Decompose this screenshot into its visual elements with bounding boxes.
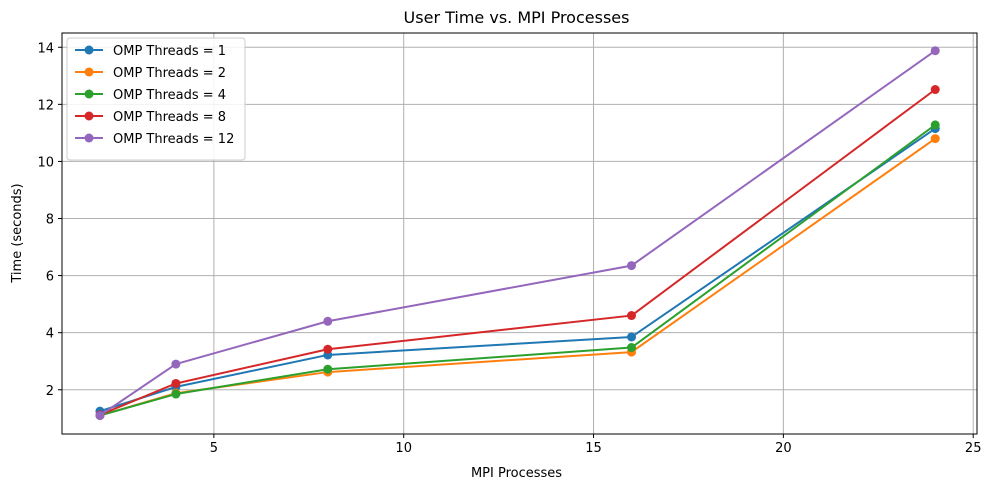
legend-item: OMP Threads = 1: [75, 44, 226, 59]
data-point: [323, 344, 333, 354]
x-tick-label: 25: [965, 441, 982, 456]
data-point: [930, 46, 940, 56]
legend-marker: [84, 111, 94, 121]
legend: OMP Threads = 1 OMP Threads = 2 OMP Thread…: [66, 37, 246, 161]
data-point: [323, 316, 333, 326]
data-point: [627, 261, 637, 271]
data-point: [627, 343, 637, 353]
series-group: [95, 46, 940, 420]
x-tick-label: 10: [395, 441, 412, 456]
legend-item: OMP Threads = 2: [75, 66, 226, 81]
legend-marker: [84, 89, 94, 99]
y-tick-label: 4: [46, 327, 54, 342]
y-tick-label: 6: [46, 270, 54, 285]
y-tick-label: 10: [37, 155, 54, 170]
y-tick-label: 12: [37, 98, 54, 113]
legend-label: OMP Threads = 1: [113, 44, 226, 59]
data-point: [171, 378, 181, 388]
chart-title: User Time vs. MPI Processes: [404, 8, 630, 27]
legend-label: OMP Threads = 12: [113, 132, 234, 147]
legend-label: OMP Threads = 4: [113, 88, 226, 103]
legend-label: OMP Threads = 8: [113, 110, 226, 125]
x-tick-label: 15: [585, 441, 602, 456]
data-point: [930, 134, 940, 144]
legend-marker: [84, 45, 94, 55]
y-axis-label: Time (seconds): [10, 183, 25, 283]
x-tick-label: 20: [775, 441, 792, 456]
series-5: [95, 46, 940, 420]
data-point: [930, 85, 940, 95]
data-point: [171, 359, 181, 369]
legend-item: OMP Threads = 4: [75, 88, 226, 103]
series-3: [95, 120, 940, 420]
x-tick-label: 5: [210, 441, 218, 456]
data-point: [627, 332, 637, 342]
legend-marker: [84, 133, 94, 143]
data-point: [171, 389, 181, 399]
data-point: [627, 311, 637, 321]
axis-ticks: 5 10 15 20 25 2 4 6 8 10 12 14: [37, 41, 981, 456]
y-tick-label: 8: [46, 213, 54, 228]
data-point: [930, 120, 940, 130]
data-point: [95, 410, 105, 420]
legend-marker: [84, 67, 94, 77]
plot-frame: [61, 32, 978, 435]
legend-item: OMP Threads = 12: [75, 132, 234, 147]
x-axis-label: MPI Processes: [471, 466, 562, 481]
legend-label: OMP Threads = 2: [113, 66, 226, 81]
legend-box: [66, 37, 246, 161]
legend-item: OMP Threads = 8: [75, 110, 226, 125]
y-tick-label: 14: [37, 41, 54, 56]
data-point: [323, 364, 333, 374]
y-tick-label: 2: [46, 384, 54, 399]
